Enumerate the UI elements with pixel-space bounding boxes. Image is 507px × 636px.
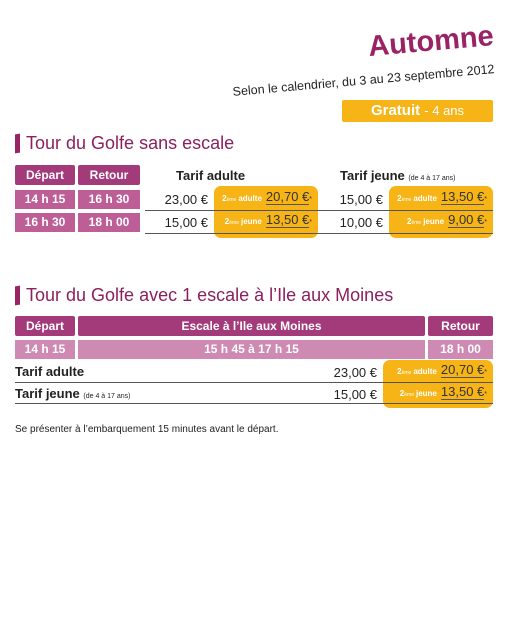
row-rule (145, 210, 493, 211)
section-title: Tour du Golfe sans escale (26, 133, 235, 153)
badge-strong: Gratuit (370, 102, 421, 119)
price: 23,00 € (164, 192, 208, 207)
promo-price: 20,70 € (265, 189, 310, 205)
promo-ordinal: 2 (397, 194, 402, 203)
promo-box (389, 186, 493, 238)
column-header-text: Tarif jeune (340, 168, 405, 183)
promo-suffix: ème (401, 197, 412, 203)
promo-mark: * (484, 391, 487, 398)
cell: 14 h 15 (15, 190, 75, 209)
tarif-label: Tarif adulte (15, 364, 85, 379)
promo-mark: * (309, 219, 312, 226)
promo-suffix: ème (404, 392, 414, 398)
promo-ordinal: 2 (407, 217, 412, 226)
promo-label: adulte (413, 367, 437, 376)
promo-label: jeune (415, 389, 437, 398)
promo-mark: * (484, 369, 487, 376)
promo-ordinal: 2 (397, 367, 402, 376)
column-header: Tarif jeune (de 4 à 17 ans) (340, 168, 456, 183)
cell: 18 h 00 (428, 340, 493, 359)
column-header: Retour (428, 316, 493, 336)
column-note: (de 4 à 17 ans) (408, 175, 456, 182)
column-header: Tarif adulte (176, 168, 246, 183)
promo-price: 13,50 € (440, 189, 485, 205)
price: 10,00 € (339, 215, 383, 230)
price: 15,00 € (333, 387, 377, 402)
row-rule (15, 382, 493, 383)
promo: 2 ème adulte 13,50 € * (391, 189, 487, 208)
promo-mark: * (484, 196, 487, 203)
column-header: Escale à l’Ile aux Moines (78, 316, 425, 336)
promo-price: 13,50 € (440, 384, 485, 400)
promo-ordinal: 2 (399, 389, 405, 398)
promo: 2 ème jeune 13,50 € * (385, 384, 487, 403)
promo-ordinal: 2 (224, 217, 230, 226)
promo-label: adulte (238, 194, 262, 203)
price: 23,00 € (333, 365, 377, 380)
season-dates: Selon le calendrier, du 3 au 23 septembr… (232, 62, 495, 99)
cell: 16 h 30 (15, 213, 75, 232)
promo: 2 ème adulte 20,70 € * (216, 189, 312, 208)
tarif-label: Tarif jeune (de 4 à 17 ans) (15, 386, 131, 401)
season-title: Automne (366, 20, 495, 63)
promo: 2 ème adulte 20,70 € * (385, 362, 487, 381)
promo-label: jeune (423, 217, 445, 226)
section-title: Tour du Golfe avec 1 escale à l’Ile aux … (26, 285, 394, 305)
badge-rest: - 4 ans (424, 103, 465, 118)
column-header: Départ (15, 165, 75, 185)
price: 15,00 € (339, 192, 383, 207)
column-header: Retour (78, 165, 140, 185)
row-rule (145, 233, 493, 234)
promo-price: 9,00 € (448, 212, 485, 228)
cell: 16 h 30 (78, 190, 140, 209)
row-rule (15, 403, 493, 404)
promo-suffix: ème (411, 220, 422, 226)
promo-box (383, 360, 493, 408)
column-header: Départ (15, 316, 75, 336)
tarif-label-text: Tarif jeune (15, 386, 80, 401)
cell: 15 h 45 à 17 h 15 (78, 340, 425, 359)
promo-mark: * (484, 219, 487, 226)
promo-box (214, 186, 318, 238)
promo-suffix: ème (226, 197, 237, 203)
cell: 14 h 15 (15, 340, 75, 359)
promo-suffix: ème (229, 220, 239, 226)
promo-price: 13,50 € (265, 212, 310, 228)
promo-label: jeune (240, 217, 262, 226)
title-bar (15, 133, 20, 154)
promo: 2 ème jeune 9,00 € * (391, 212, 487, 231)
promo: 2 ème jeune 13,50 € * (216, 212, 312, 231)
promo-price: 20,70 € (440, 362, 485, 378)
promo-mark: * (309, 196, 312, 203)
promo-suffix: ème (401, 370, 412, 376)
promo-label: adulte (413, 194, 437, 203)
price: 15,00 € (164, 215, 208, 230)
tarif-note: (de 4 à 17 ans) (83, 393, 131, 400)
cell: 18 h 00 (78, 213, 140, 232)
title-bar (15, 285, 20, 306)
footer-note: Se présenter à l’embarquement 15 minutes… (15, 424, 279, 435)
free-badge: Gratuit - 4 ans (342, 100, 493, 122)
promo-ordinal: 2 (222, 194, 227, 203)
